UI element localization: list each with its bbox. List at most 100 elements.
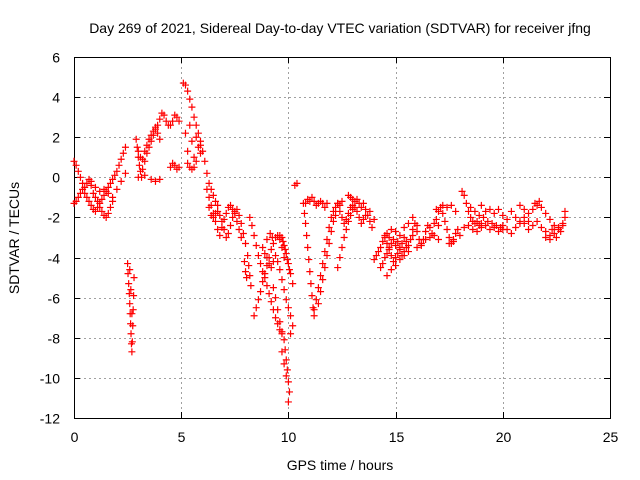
data-point: [377, 244, 385, 252]
data-point: [212, 217, 220, 225]
x-tick-label: 20: [496, 429, 512, 445]
data-point: [100, 185, 108, 193]
data-point: [287, 312, 295, 320]
data-point: [477, 223, 485, 231]
data-point: [417, 240, 425, 248]
data-point: [323, 236, 331, 244]
data-point: [347, 211, 355, 219]
data-point: [269, 258, 277, 266]
data-point: [512, 223, 520, 231]
data-point: [203, 185, 211, 193]
data-point: [214, 207, 222, 215]
data-point: [302, 219, 310, 227]
data-point: [194, 129, 202, 137]
y-tick-label: -2: [48, 210, 61, 226]
data-point: [503, 215, 511, 223]
data-point: [257, 260, 265, 268]
x-axis: 0 5 10 15 20 25: [71, 57, 619, 445]
data-point: [359, 199, 367, 207]
data-point: [227, 201, 235, 209]
data-point: [87, 177, 95, 185]
data-point: [287, 270, 295, 278]
data-point: [220, 225, 228, 233]
data-point: [216, 211, 224, 219]
data-point: [106, 179, 114, 187]
x-axis-label: GPS time / hours: [287, 457, 394, 473]
data-point: [303, 231, 311, 239]
data-point: [119, 149, 127, 157]
data-point: [525, 217, 533, 225]
data-point: [254, 296, 262, 304]
data-point: [145, 135, 153, 143]
data-point: [124, 260, 132, 268]
data-point: [282, 296, 290, 304]
data-point: [467, 213, 475, 221]
x-tick-label: 10: [281, 429, 297, 445]
data-point: [317, 272, 325, 280]
data-point: [214, 201, 222, 209]
data-point: [323, 252, 331, 260]
data-point: [439, 209, 447, 217]
data-point: [267, 264, 275, 272]
y-tick-label: -10: [40, 371, 60, 387]
data-point: [396, 256, 404, 264]
data-point: [239, 229, 247, 237]
data-point: [285, 388, 293, 396]
data-point: [121, 169, 129, 177]
data-point: [336, 207, 344, 215]
data-point: [490, 209, 498, 217]
data-point: [404, 219, 412, 227]
data-point: [128, 338, 136, 346]
data-point: [379, 238, 387, 246]
data-point: [310, 306, 318, 314]
data-point: [499, 211, 507, 219]
data-point: [267, 246, 275, 254]
data-point: [535, 197, 543, 205]
data-point: [70, 157, 78, 165]
data-point: [126, 266, 134, 274]
data-point: [389, 258, 397, 266]
data-point: [156, 175, 164, 183]
data-point: [196, 141, 204, 149]
data-point: [192, 133, 200, 141]
data-point: [327, 213, 335, 221]
data-point: [280, 360, 288, 368]
data-point: [430, 219, 438, 227]
data-point: [87, 201, 95, 209]
data-point: [245, 262, 253, 270]
data-point: [304, 244, 312, 252]
data-point: [460, 223, 468, 231]
data-point: [209, 213, 217, 221]
data-point: [166, 121, 174, 129]
data-point: [561, 213, 569, 221]
data-point: [351, 203, 359, 211]
data-point: [233, 205, 241, 213]
data-point: [125, 290, 133, 298]
data-point: [229, 213, 237, 221]
data-point: [139, 155, 147, 163]
data-point: [227, 221, 235, 229]
data-point: [127, 286, 135, 294]
data-point: [323, 199, 331, 207]
data-point: [469, 225, 477, 233]
data-point: [109, 193, 117, 201]
data-point: [133, 143, 141, 151]
x-tick-label: 25: [603, 429, 619, 445]
data-point: [274, 306, 282, 314]
data-point: [495, 227, 503, 235]
data-point: [128, 310, 136, 318]
data-point: [312, 296, 320, 304]
data-point: [104, 183, 112, 191]
data-point: [561, 207, 569, 215]
data-point: [308, 193, 316, 201]
data-point: [125, 280, 133, 288]
data-point: [332, 211, 340, 219]
data-point: [205, 193, 213, 201]
data-point: [205, 179, 213, 187]
data-point: [321, 248, 329, 256]
data-point: [362, 211, 370, 219]
data-point: [495, 205, 503, 213]
data-point: [96, 187, 104, 195]
data-point: [392, 227, 400, 235]
data-point: [265, 260, 273, 268]
